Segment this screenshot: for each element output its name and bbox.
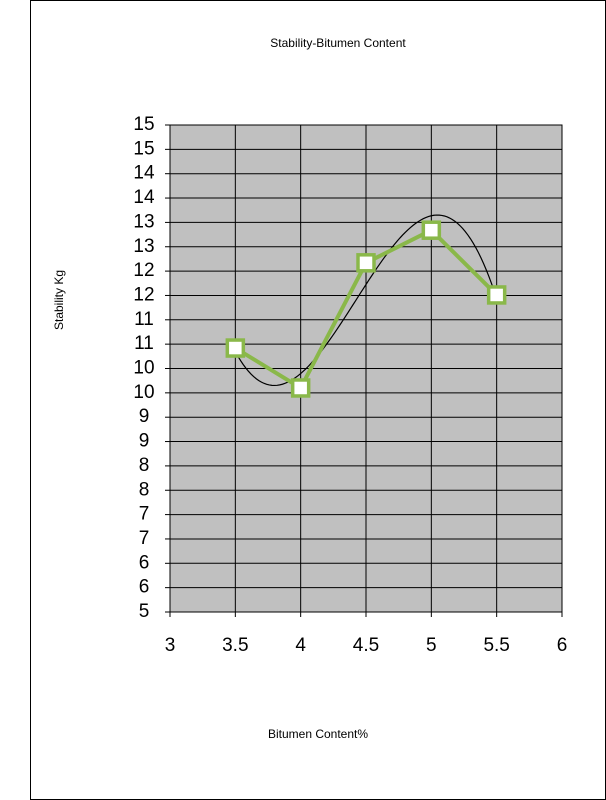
x-tick-label: 4.5 bbox=[353, 635, 379, 656]
y-tick-label: 13 bbox=[133, 211, 154, 232]
x-tick-label: 3.5 bbox=[222, 635, 248, 656]
y-tick-label: 6 bbox=[139, 577, 150, 598]
y-tick-label: 6 bbox=[139, 552, 150, 573]
marker bbox=[290, 378, 311, 398]
y-tick-label: 15 bbox=[133, 138, 154, 159]
y-tick-label: 14 bbox=[133, 187, 155, 208]
chart-title: Stability-Bitumen Content bbox=[270, 36, 406, 50]
y-tick-label: 9 bbox=[139, 406, 150, 427]
y-tick-label: 7 bbox=[139, 504, 150, 525]
y-tick-label: 7 bbox=[139, 528, 150, 549]
x-tick-label: 5 bbox=[426, 635, 437, 656]
y-tick-label: 11 bbox=[134, 309, 154, 330]
x-tick-label: 3 bbox=[165, 635, 176, 656]
x-axis-label: Bitumen Content% bbox=[268, 727, 368, 741]
y-tick-label: 10 bbox=[133, 382, 154, 403]
marker bbox=[225, 338, 246, 358]
x-tick-label: 5.5 bbox=[483, 635, 509, 656]
y-tick-label: 13 bbox=[133, 236, 154, 257]
y-tick-label: 15 bbox=[133, 114, 154, 135]
y-tick-label: 9 bbox=[139, 431, 150, 452]
y-tick-label: 5 bbox=[139, 601, 150, 622]
y-tick-label: 12 bbox=[133, 284, 154, 305]
marker bbox=[486, 285, 507, 305]
trendline bbox=[234, 214, 498, 387]
y-tick-label: 8 bbox=[139, 479, 150, 500]
marker bbox=[356, 253, 376, 273]
marker bbox=[421, 220, 442, 240]
y-tick-label: 14 bbox=[133, 163, 155, 184]
y-tick-label: 10 bbox=[133, 358, 154, 379]
y-tick-label: 11 bbox=[134, 333, 154, 354]
plot-border bbox=[169, 124, 563, 613]
x-tick-label: 4 bbox=[295, 635, 306, 656]
y-tick-label: 8 bbox=[139, 455, 150, 476]
x-tick-label: 6 bbox=[557, 635, 568, 656]
y-axis-label: Stability Kg bbox=[52, 270, 66, 330]
y-tick-label: 12 bbox=[133, 260, 154, 281]
